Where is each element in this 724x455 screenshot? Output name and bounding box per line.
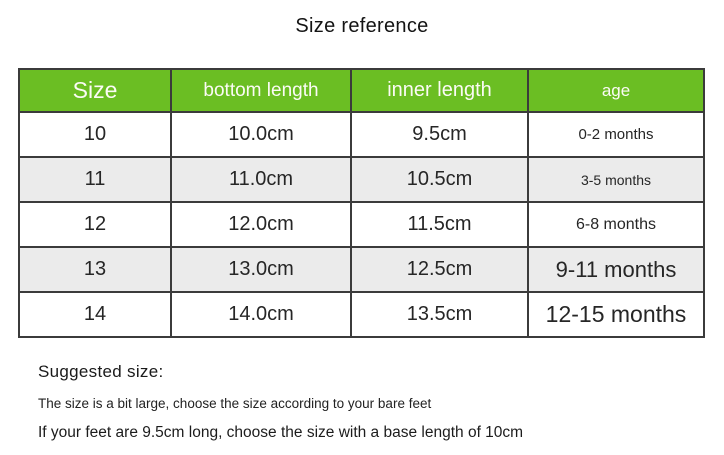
page-title: Size reference (295, 15, 429, 37)
cell-bottom-length: 13.0cm (170, 246, 352, 293)
cell-size: 14 (18, 291, 172, 338)
table-row: 11 11.0cm 10.5cm 3-5 months (18, 156, 705, 203)
cell-inner-length: 12.5cm (350, 246, 529, 293)
table-row: 12 12.0cm 11.5cm 6-8 months (18, 201, 705, 248)
table-row: 13 13.0cm 12.5cm 9-11 months (18, 246, 705, 293)
cell-bottom-length: 10.0cm (170, 111, 352, 158)
notes-heading: Suggested size: (38, 362, 164, 381)
cell-size: 13 (18, 246, 172, 293)
cell-inner-length: 13.5cm (350, 291, 529, 338)
notes-line-1: The size is a bit large, choose the size… (38, 396, 432, 411)
size-table: Size bottom length inner length age 10 1… (18, 68, 705, 338)
cell-inner-length: 10.5cm (350, 156, 529, 203)
cell-inner-length: 11.5cm (350, 201, 529, 248)
notes-section: Suggested size: The size is a bit large,… (38, 362, 724, 442)
cell-bottom-length: 12.0cm (170, 201, 352, 248)
cell-size: 11 (18, 156, 172, 203)
cell-age: 0-2 months (527, 111, 705, 158)
col-header-age: age (527, 68, 705, 113)
col-header-size: Size (18, 68, 172, 113)
cell-size: 10 (18, 111, 172, 158)
cell-age: 6-8 months (527, 201, 705, 248)
cell-size: 12 (18, 201, 172, 248)
col-header-bottom-length: bottom length (170, 68, 352, 113)
cell-bottom-length: 11.0cm (170, 156, 352, 203)
cell-bottom-length: 14.0cm (170, 291, 352, 338)
col-header-inner-length: inner length (350, 68, 529, 113)
cell-age: 9-11 months (527, 246, 705, 293)
notes-line-2: If your feet are 9.5cm long, choose the … (38, 424, 524, 441)
table-row: 10 10.0cm 9.5cm 0-2 months (18, 111, 705, 158)
table-row: 14 14.0cm 13.5cm 12-15 months (18, 291, 705, 338)
table-header-row: Size bottom length inner length age (18, 68, 705, 113)
cell-age: 12-15 months (527, 291, 705, 338)
cell-inner-length: 9.5cm (350, 111, 529, 158)
cell-age: 3-5 months (527, 156, 705, 203)
